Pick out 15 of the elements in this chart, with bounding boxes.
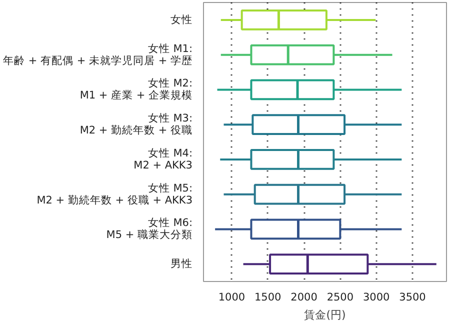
x-tick-label: 3000	[362, 292, 390, 304]
x-tick-label: 1000	[218, 292, 246, 304]
y-tick-label: 女性 M4: M2 + AKK3	[134, 147, 193, 172]
x-tick-label: 2000	[290, 292, 318, 304]
y-tick-label: 女性 M3: M2 + 勤続年数 + 役職	[80, 112, 193, 137]
x-tick-label: 3500	[399, 292, 426, 304]
y-tick-label: 女性 M5: M2 + 勤続年数 + 役職 + AKK3	[36, 182, 193, 206]
y-tick-label: 女性 M2: M1 + 産業 + 企業規模	[80, 78, 193, 102]
x-tick-label: 1500	[254, 292, 282, 304]
y-tick-label: 女性 M1: 年齢 + 有配偶 + 未就学児同居 + 学歴	[3, 42, 193, 67]
y-tick-label: 女性 M6: M5 + 職業大分類	[106, 217, 193, 242]
y-tick-label: 女性	[170, 14, 192, 26]
y-tick-label: 男性	[170, 258, 192, 270]
x-tick-label: 2500	[326, 292, 354, 304]
x-axis-title: 賃金(円)	[304, 308, 346, 322]
